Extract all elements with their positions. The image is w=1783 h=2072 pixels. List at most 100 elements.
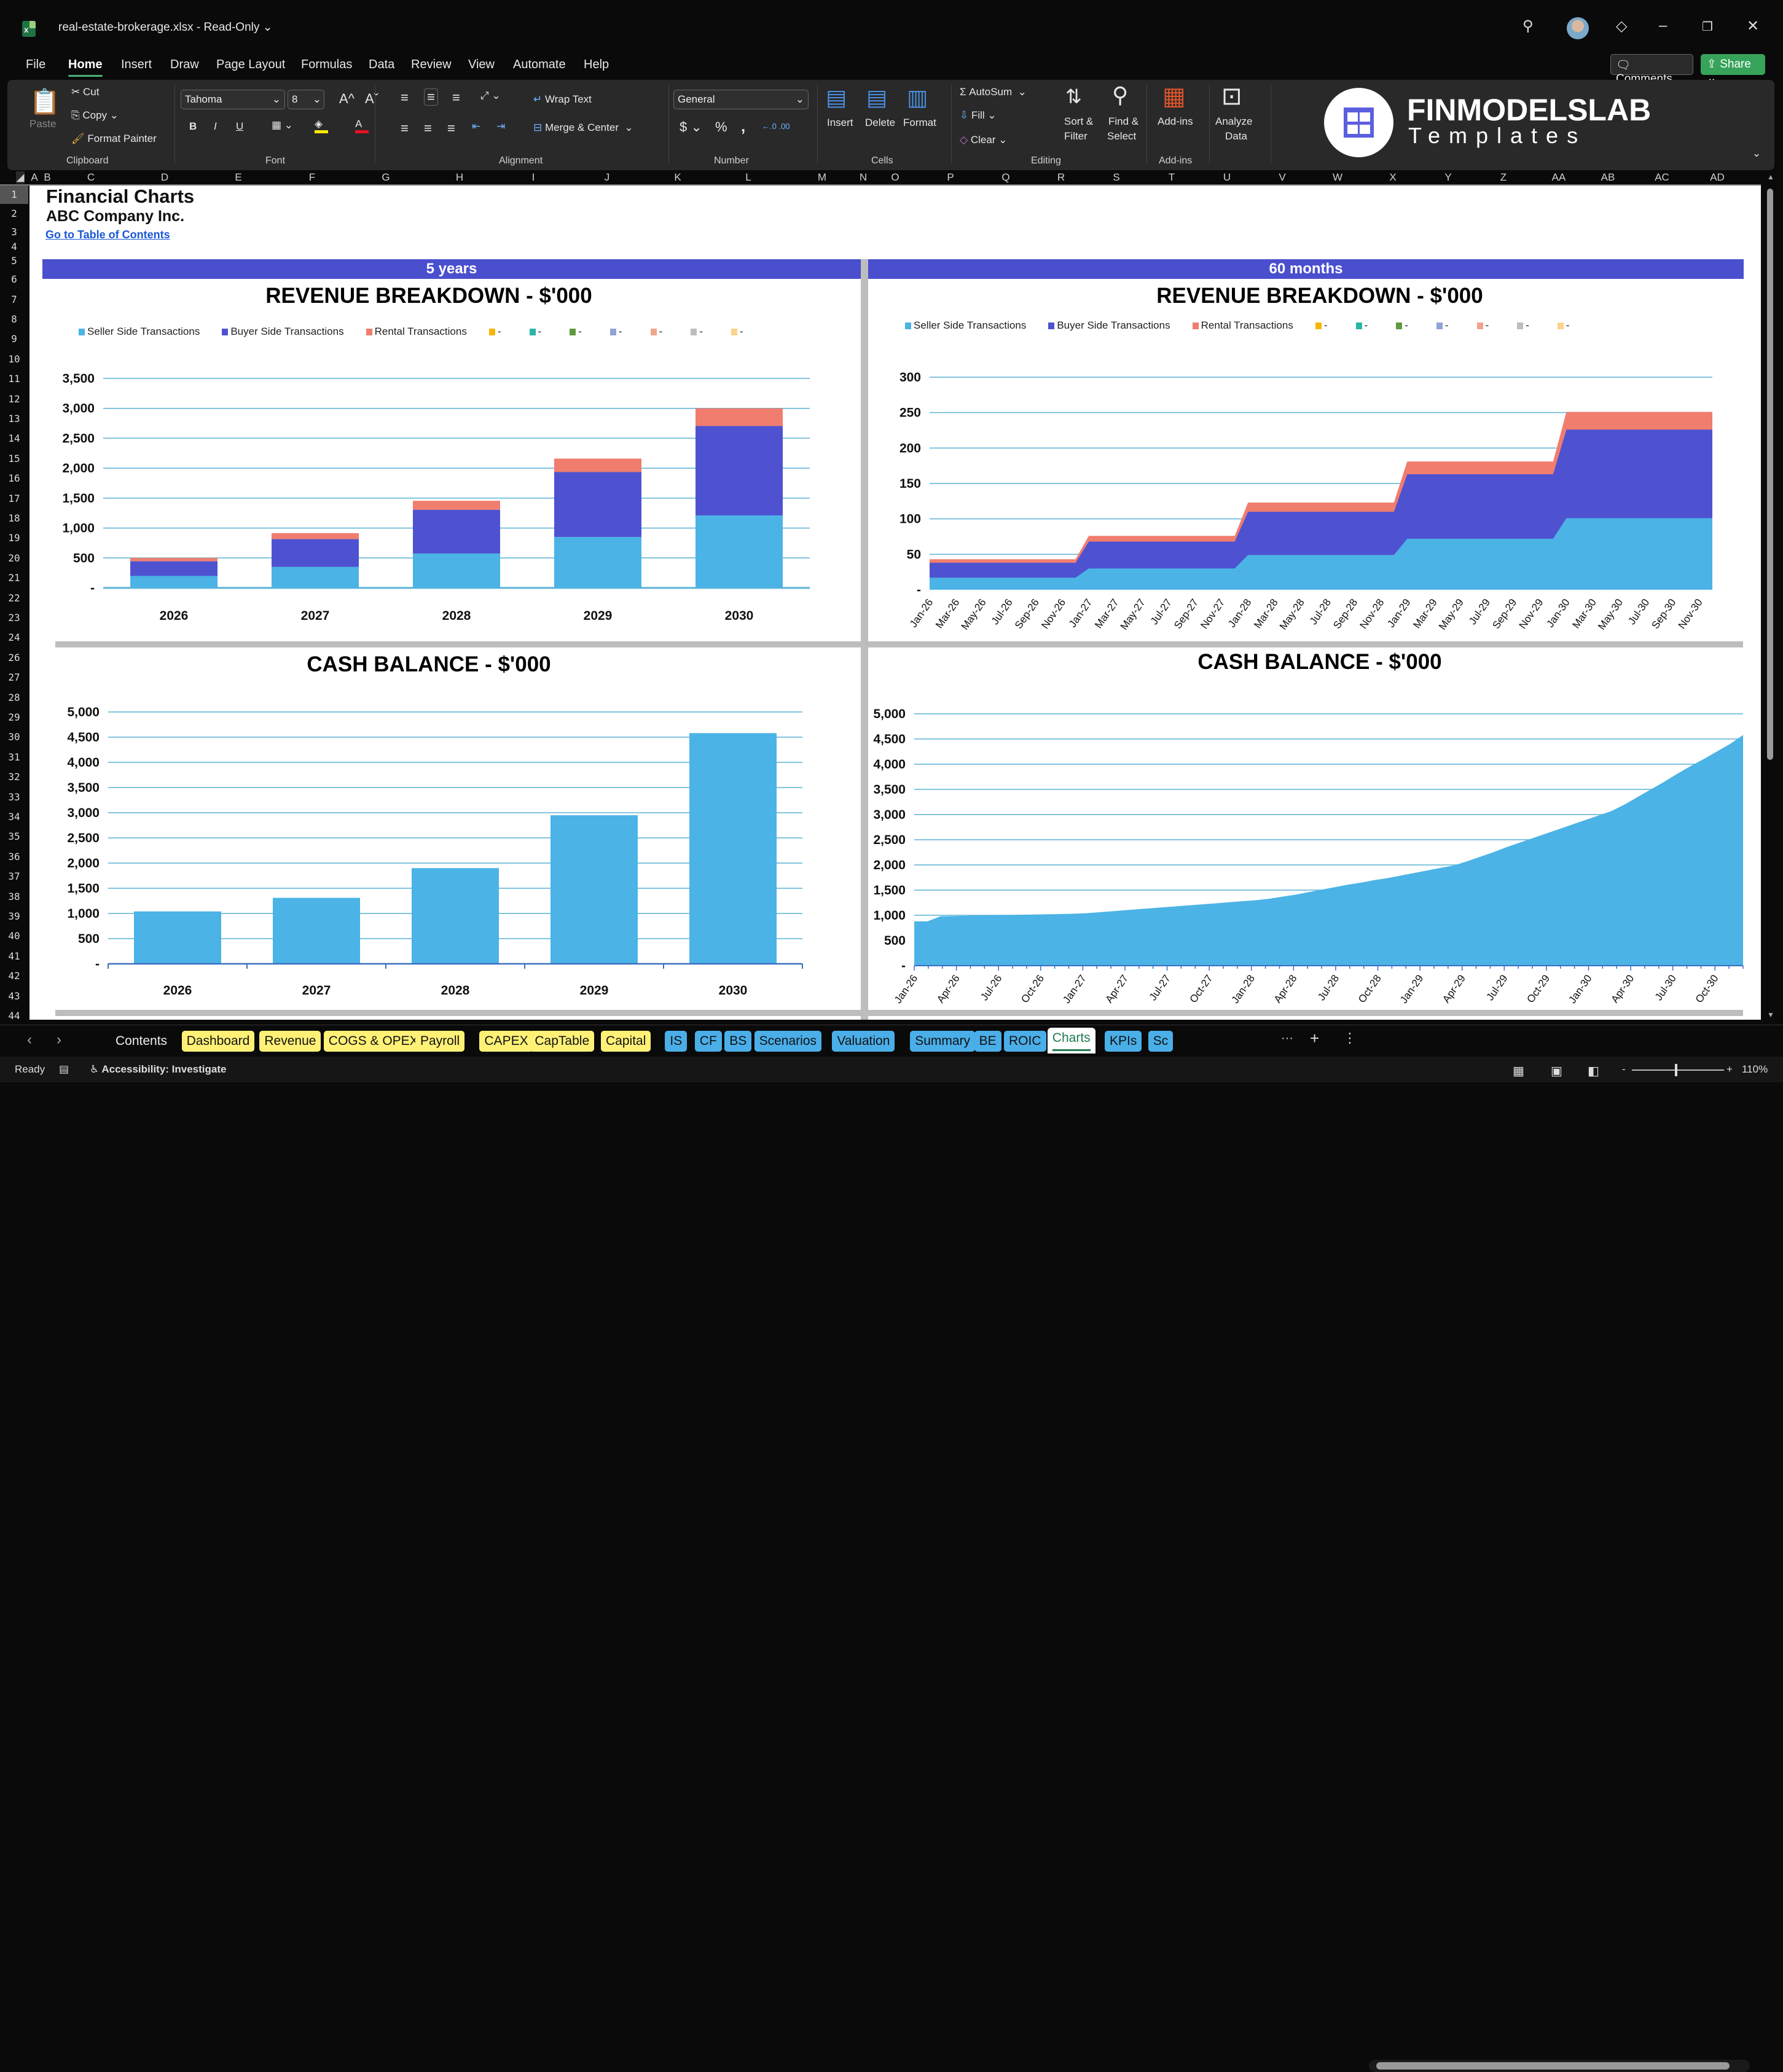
sheet-tab-charts[interactable]: Charts xyxy=(1047,1028,1095,1054)
row-header[interactable]: 14 xyxy=(8,432,20,445)
menu-home[interactable]: Home xyxy=(68,58,103,77)
col-header[interactable]: F xyxy=(308,171,316,183)
bar[interactable] xyxy=(134,911,221,964)
row-header[interactable]: 9 xyxy=(11,333,17,345)
paste-icon[interactable]: 📋 xyxy=(29,88,60,115)
find-icon[interactable]: ⚲ xyxy=(1112,82,1129,108)
bar-segment[interactable] xyxy=(696,426,783,516)
sort-filter-button[interactable]: Sort & xyxy=(1064,115,1094,127)
col-header[interactable]: C xyxy=(87,171,95,183)
autosum-button[interactable]: Σ AutoSum ⌄ xyxy=(960,86,1027,98)
macro-recorder-icon[interactable]: ▤ xyxy=(59,1063,69,1075)
analyze-data-button[interactable]: Analyze xyxy=(1215,115,1253,127)
row-header[interactable]: 39 xyxy=(8,910,20,922)
addins-icon[interactable]: ▦ xyxy=(1162,83,1186,110)
menu-help[interactable]: Help xyxy=(584,58,609,71)
align-left-icon[interactable]: ≡ xyxy=(401,120,409,136)
sheet-tab-is[interactable]: IS xyxy=(665,1031,688,1052)
bar[interactable] xyxy=(689,733,777,964)
row-header[interactable]: 8 xyxy=(11,313,17,325)
format-cells-icon[interactable]: ▥ xyxy=(907,85,928,110)
col-header[interactable]: S xyxy=(1113,171,1120,183)
area-series[interactable] xyxy=(930,518,1712,590)
shrink-font-button[interactable]: Aˇ xyxy=(365,91,378,106)
comma-button[interactable]: , xyxy=(741,117,746,135)
comments-button[interactable]: 🗨 Comments xyxy=(1610,54,1693,85)
row-header[interactable]: 15 xyxy=(8,452,20,464)
col-header[interactable]: U xyxy=(1223,171,1231,183)
currency-button[interactable]: $ ⌄ xyxy=(680,119,702,135)
wrap-text-button[interactable]: ↵ Wrap Text xyxy=(533,93,592,105)
col-header[interactable]: W xyxy=(1332,171,1343,183)
close-icon[interactable]: ✕ xyxy=(1747,18,1760,34)
col-header[interactable]: E xyxy=(235,171,242,183)
col-header[interactable]: X xyxy=(1389,171,1397,183)
col-header[interactable]: A xyxy=(31,171,38,183)
col-header[interactable]: B xyxy=(44,171,51,183)
horizontal-scroll-thumb[interactable] xyxy=(1376,2062,1730,2070)
row-header[interactable]: 4 xyxy=(11,241,17,252)
delete-cells-icon[interactable]: ▤ xyxy=(866,85,888,110)
increase-indent-icon[interactable]: ⇥ xyxy=(496,120,506,132)
bar-segment[interactable] xyxy=(130,558,217,561)
row-header[interactable]: 19 xyxy=(8,532,20,544)
bar-segment[interactable] xyxy=(130,576,217,588)
addins-button[interactable]: Add-ins xyxy=(1158,115,1193,127)
row-header[interactable]: 24 xyxy=(8,631,20,644)
select-all-corner[interactable]: ◢ xyxy=(16,171,25,184)
insert-cells-button[interactable]: Insert xyxy=(827,117,853,128)
row-header[interactable]: 11 xyxy=(8,373,20,385)
row-header[interactable]: 29 xyxy=(8,711,20,723)
document-title[interactable]: real-estate-brokerage.xlsx - Read-Only ⌄ xyxy=(58,21,273,34)
menu-draw[interactable]: Draw xyxy=(170,58,199,71)
prev-sheet-icon[interactable]: ‹ xyxy=(27,1031,32,1048)
minimize-icon[interactable]: – xyxy=(1659,17,1667,34)
align-bottom-icon[interactable]: ≡ xyxy=(452,90,460,105)
align-top-icon[interactable]: ≡ xyxy=(401,90,409,105)
row-header[interactable]: 35 xyxy=(8,831,20,843)
area-series[interactable] xyxy=(914,735,1743,966)
row-header[interactable]: 6 xyxy=(11,273,17,286)
col-header[interactable]: M xyxy=(817,171,827,183)
col-header[interactable]: J xyxy=(604,171,610,183)
zoom-in-button[interactable]: + xyxy=(1726,1063,1733,1075)
row-header[interactable]: 33 xyxy=(8,791,20,803)
sheet-tab-captable[interactable]: CapTable xyxy=(530,1031,595,1052)
bold-button[interactable]: B xyxy=(189,120,197,132)
align-middle-icon[interactable]: ≡ xyxy=(424,88,438,106)
row-header[interactable]: 27 xyxy=(8,671,20,684)
bar-segment[interactable] xyxy=(413,553,500,588)
col-header[interactable]: Z xyxy=(1500,171,1507,183)
collapse-ribbon-icon[interactable]: ⌄ xyxy=(1752,147,1761,159)
row-header[interactable]: 23 xyxy=(8,612,20,624)
col-header[interactable]: AA xyxy=(1551,171,1566,183)
row-header[interactable]: 2 xyxy=(11,207,17,219)
menu-formulas[interactable]: Formulas xyxy=(301,58,353,71)
chart-cash-60m[interactable]: - 500 1,000 1,500 2,000 2,500 3,000 3,500 4,000 4… xyxy=(868,689,1747,1009)
page-break-view-icon[interactable]: ◧ xyxy=(1588,1065,1599,1078)
horizontal-scrollbar[interactable] xyxy=(1369,2060,1750,2072)
orientation-icon[interactable]: ⤢ ⌄ xyxy=(480,90,501,101)
sheet-tab-scenarios[interactable]: Scenarios xyxy=(754,1031,821,1052)
row-header[interactable]: 18 xyxy=(8,512,20,524)
bar-segment[interactable] xyxy=(554,472,641,538)
format-cells-button[interactable]: Format xyxy=(903,117,936,128)
sheet-tab-capital[interactable]: Capital xyxy=(601,1031,651,1052)
row-header[interactable]: 10 xyxy=(8,353,20,365)
paste-button[interactable]: Paste xyxy=(29,118,57,130)
row-header[interactable]: 3 xyxy=(11,226,17,238)
sheet-tab-cf[interactable]: CF xyxy=(694,1031,722,1052)
col-header[interactable]: Y xyxy=(1444,171,1452,183)
row-header[interactable]: 13 xyxy=(8,413,20,424)
row-header[interactable]: 36 xyxy=(8,850,20,862)
worksheet[interactable]: Financial Charts ABC Company Inc. Go to … xyxy=(29,186,1761,1020)
restore-icon[interactable]: ❐ xyxy=(1702,20,1713,34)
row-header[interactable]: 30 xyxy=(8,731,20,743)
copy-button[interactable]: ⎘ Copy ⌄ xyxy=(71,109,119,121)
row-header[interactable]: 26 xyxy=(8,651,20,663)
col-header[interactable]: AC xyxy=(1655,171,1669,183)
row-header[interactable]: 42 xyxy=(8,970,20,982)
scroll-up-icon[interactable]: ▲ xyxy=(1767,173,1774,181)
zoom-out-button[interactable]: - xyxy=(1622,1063,1626,1075)
col-header[interactable]: K xyxy=(674,171,681,183)
